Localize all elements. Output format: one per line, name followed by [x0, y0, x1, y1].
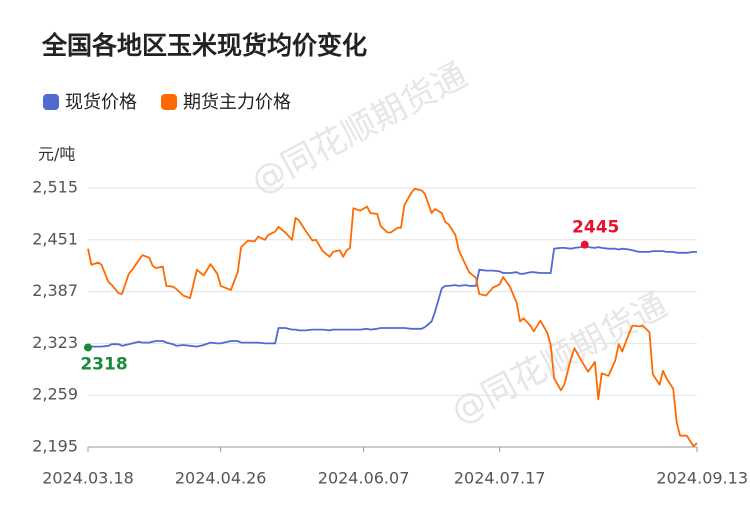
- watermark: @同花顺期货通: [445, 285, 674, 432]
- highlight-point: [84, 343, 92, 352]
- y-unit: 元/吨: [38, 145, 75, 164]
- highlight-label: 2445: [572, 218, 619, 238]
- highlight-point: [580, 240, 589, 249]
- highlight-label: 2318: [80, 354, 127, 374]
- y-tick-label: 2,451: [32, 229, 78, 248]
- y-tick-label: 2,259: [32, 385, 78, 404]
- series-line: [87, 243, 697, 349]
- legend-label: 期货主力价格: [183, 92, 291, 113]
- x-tick-label: 2024.09.13: [656, 469, 748, 488]
- x-tick-label: 2024.03.18: [42, 469, 134, 488]
- legend-swatch: [43, 94, 59, 110]
- series-line: [87, 187, 698, 448]
- y-tick-label: 2,323: [32, 333, 78, 352]
- y-tick-label: 2,195: [32, 437, 78, 456]
- x-tick-label: 2024.04.26: [175, 469, 267, 488]
- x-tick-label: 2024.07.17: [454, 469, 546, 488]
- legend-label: 现货价格: [65, 92, 137, 113]
- y-tick-label: 2,515: [32, 178, 78, 197]
- x-tick-label: 2024.06.07: [318, 469, 410, 488]
- legend-swatch: [161, 94, 177, 110]
- chart-title: 全国各地区玉米现货均价变化: [41, 31, 367, 60]
- y-tick-label: 2,387: [32, 281, 78, 300]
- watermark: @同花顺期货通: [245, 55, 474, 202]
